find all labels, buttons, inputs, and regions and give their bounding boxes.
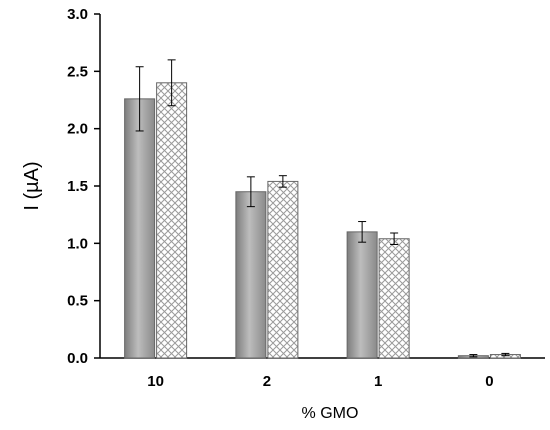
x-axis-ticks: 10 2 1 0 [147, 373, 493, 390]
x-tick-label: 10 [147, 373, 164, 390]
y-tick-label: 1.5 [67, 178, 88, 195]
x-axis-title: % GMO [302, 405, 359, 422]
bar-hatched [378, 238, 410, 359]
x-tick-label: 0 [485, 373, 493, 390]
y-axis-title: I (µA) [21, 161, 43, 210]
y-tick-label: 0.5 [67, 293, 88, 310]
x-tick-label: 1 [374, 373, 382, 390]
y-tick-label: 0.0 [67, 350, 88, 367]
bar-series [124, 82, 521, 359]
y-tick-label: 1.0 [67, 235, 88, 252]
bar-hatched [156, 82, 188, 359]
bar-solid [235, 191, 267, 359]
y-tick-label: 3.0 [67, 6, 88, 23]
error-bars [135, 59, 510, 358]
y-tick-label: 2.5 [67, 63, 88, 80]
bar-solid [346, 231, 378, 359]
y-axis-ticks: 0.0 0.5 1.0 1.5 2.0 2.5 3.0 [67, 6, 100, 367]
bar-hatched [267, 180, 299, 359]
x-tick-label: 2 [263, 373, 271, 390]
bar-solid [124, 98, 156, 359]
y-tick-label: 2.0 [67, 121, 88, 138]
